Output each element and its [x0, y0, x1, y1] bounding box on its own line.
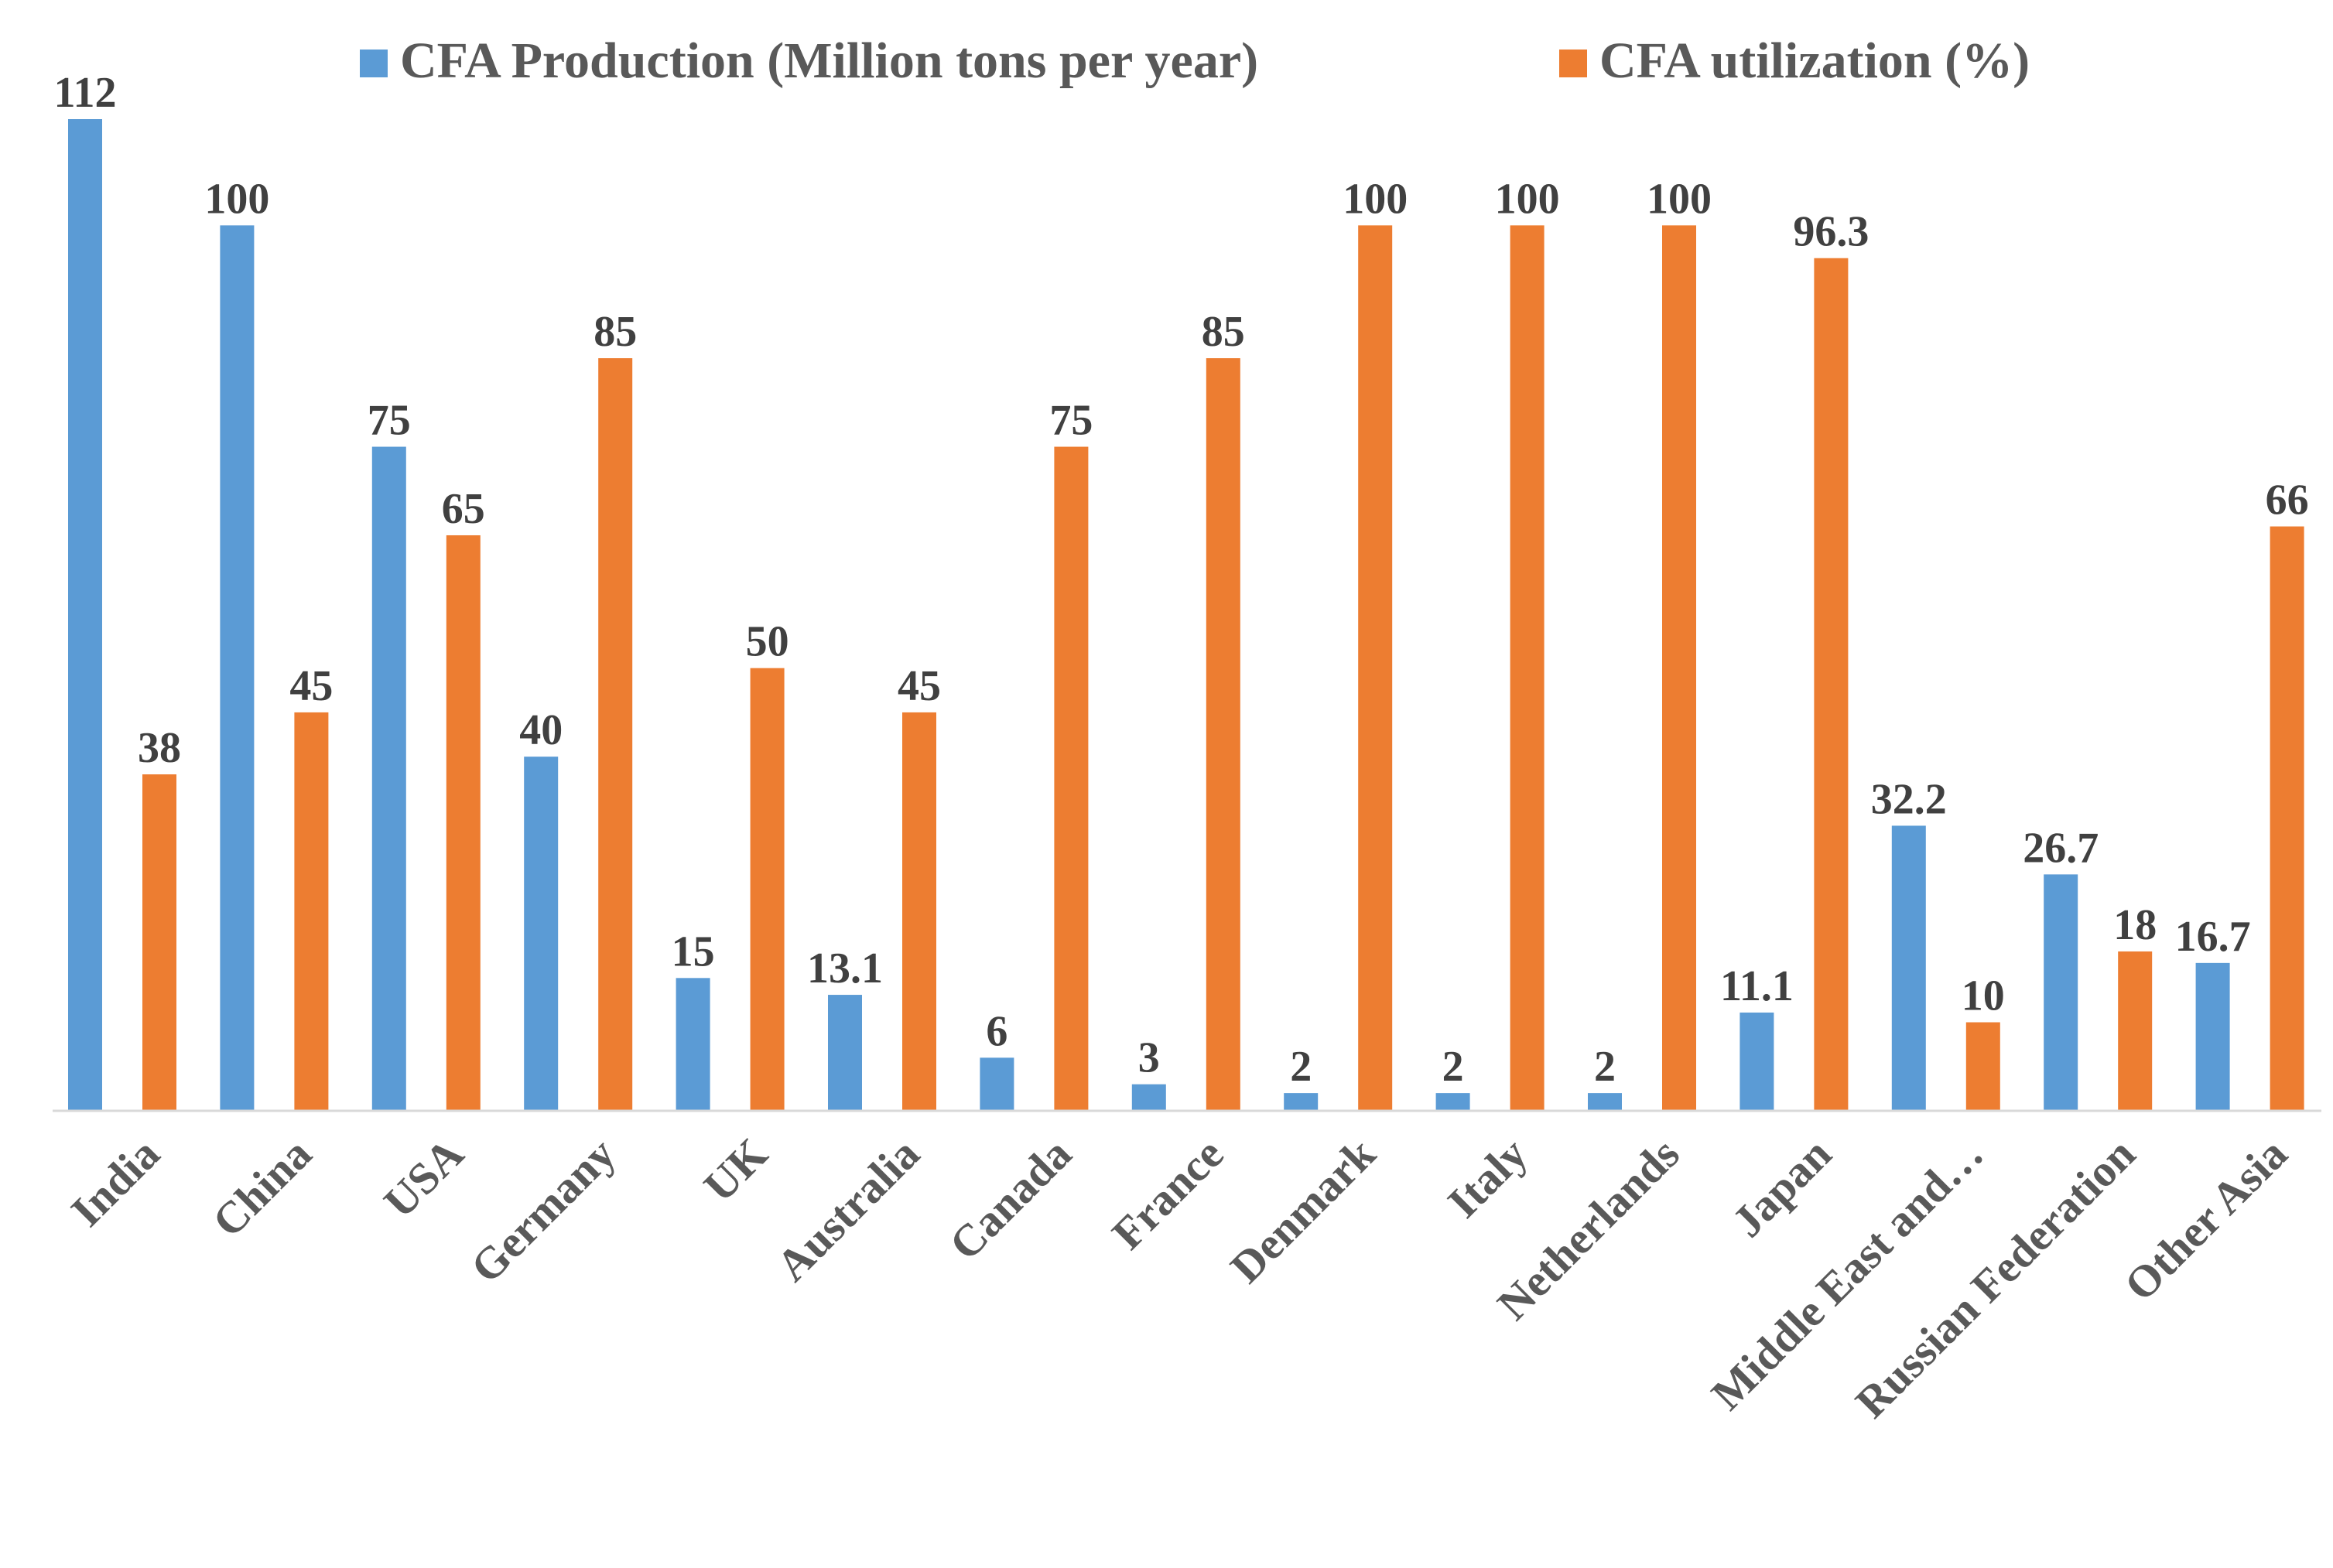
bar-utilization-5	[902, 712, 936, 1111]
data-label-utilization-7: 85	[1202, 308, 1245, 356]
data-label-utilization-6: 75	[1049, 397, 1093, 445]
bar-utilization-6	[1054, 446, 1089, 1111]
bar-production-14	[2195, 962, 2230, 1111]
x-tick-label-3: Germany	[461, 1129, 625, 1293]
bar-production-7	[1131, 1084, 1166, 1111]
data-label-production-3: 40	[519, 706, 563, 754]
data-label-utilization-0: 38	[138, 724, 181, 772]
bar-utilization-1	[294, 712, 329, 1111]
data-label-production-1: 100	[204, 175, 269, 223]
data-label-production-4: 15	[672, 927, 715, 975]
data-label-utilization-3: 85	[594, 308, 637, 356]
data-label-utilization-14: 66	[2266, 477, 2309, 524]
data-label-production-5: 13.1	[807, 945, 883, 992]
data-label-production-8: 2	[1290, 1043, 1312, 1091]
data-label-production-7: 3	[1138, 1034, 1160, 1082]
legend: CFA Production (Million tons per year) CF…	[360, 32, 2030, 89]
data-label-production-13: 26.7	[2023, 824, 2099, 872]
bar-utilization-2	[446, 535, 481, 1111]
data-label-production-14: 16.7	[2175, 913, 2251, 961]
data-label-production-6: 6	[986, 1007, 1007, 1055]
legend-swatch-production	[360, 50, 388, 77]
bar-production-0	[68, 119, 102, 1111]
x-tick-label-4: UK	[694, 1129, 777, 1211]
legend-label-utilization: CFA utilization (%)	[1599, 32, 2030, 89]
data-label-utilization-2: 65	[442, 485, 485, 533]
data-label-utilization-1: 45	[289, 662, 333, 710]
x-tick-label-14: Other Asia	[2115, 1129, 2297, 1310]
data-label-production-11: 11.1	[1720, 962, 1794, 1010]
bar-utilization-9	[1510, 225, 1545, 1111]
bar-utilization-13	[2118, 951, 2153, 1111]
data-label-production-0: 112	[54, 69, 117, 117]
x-tick-label-13: Russian Federation	[1846, 1129, 2145, 1428]
data-label-utilization-10: 100	[1647, 175, 1712, 223]
bar-production-5	[828, 995, 862, 1111]
data-label-utilization-5: 45	[898, 662, 941, 710]
bar-production-6	[980, 1057, 1014, 1111]
bar-production-13	[2044, 874, 2078, 1111]
bar-production-12	[1891, 825, 1926, 1111]
data-label-utilization-13: 18	[2113, 901, 2157, 949]
x-tick-label-0: India	[61, 1129, 169, 1236]
bar-production-11	[1739, 1012, 1774, 1111]
bar-utilization-11	[1814, 258, 1849, 1111]
x-tick-label-5: Australia	[767, 1129, 929, 1291]
bar-utilization-3	[598, 358, 633, 1111]
bar-production-3	[524, 757, 559, 1111]
data-label-utilization-4: 50	[746, 618, 789, 666]
bar-utilization-14	[2270, 526, 2304, 1111]
bar-utilization-7	[1206, 358, 1240, 1111]
legend-swatch-utilization	[1559, 50, 1587, 77]
data-label-production-2: 75	[368, 397, 411, 445]
data-label-production-9: 2	[1442, 1043, 1464, 1091]
bar-production-8	[1284, 1093, 1319, 1111]
data-label-production-10: 2	[1594, 1043, 1616, 1091]
data-label-production-12: 32.2	[1871, 775, 1947, 823]
bar-utilization-8	[1358, 225, 1393, 1111]
data-label-utilization-8: 100	[1343, 175, 1408, 223]
x-tick-label-8: Denmark	[1221, 1128, 1386, 1293]
bar-production-2	[371, 446, 406, 1111]
bar-production-10	[1588, 1093, 1622, 1111]
x-tick-label-6: Canada	[939, 1129, 1081, 1270]
bar-utilization-10	[1662, 225, 1696, 1111]
legend-label-production: CFA Production (Million tons per year)	[400, 32, 1258, 89]
bar-utilization-4	[750, 668, 785, 1111]
data-label-utilization-11: 96.3	[1793, 208, 1869, 256]
bars	[68, 119, 2304, 1111]
bar-production-9	[1435, 1093, 1470, 1111]
x-tick-label-11: Japan	[1722, 1129, 1841, 1247]
data-label-utilization-9: 100	[1495, 175, 1560, 223]
x-tick-label-1: China	[203, 1129, 321, 1247]
bar-production-4	[676, 978, 710, 1111]
bar-utilization-0	[142, 774, 176, 1111]
bar-labels: 112 38 100 45 75 65 40 85 15 50 13.1 45 6 75 3 85 2 100 2 1…	[54, 69, 2309, 1091]
data-label-utilization-12: 10	[1962, 972, 2005, 1020]
x-tick-label-12: Middle East and…	[1702, 1129, 1993, 1419]
x-tick-label-2: USA	[374, 1129, 473, 1228]
bar-utilization-12	[1965, 1022, 2000, 1111]
x-tick-label-7: France	[1102, 1129, 1233, 1259]
bar-production-1	[220, 225, 255, 1111]
x-tick-label-9: Italy	[1438, 1129, 1537, 1228]
